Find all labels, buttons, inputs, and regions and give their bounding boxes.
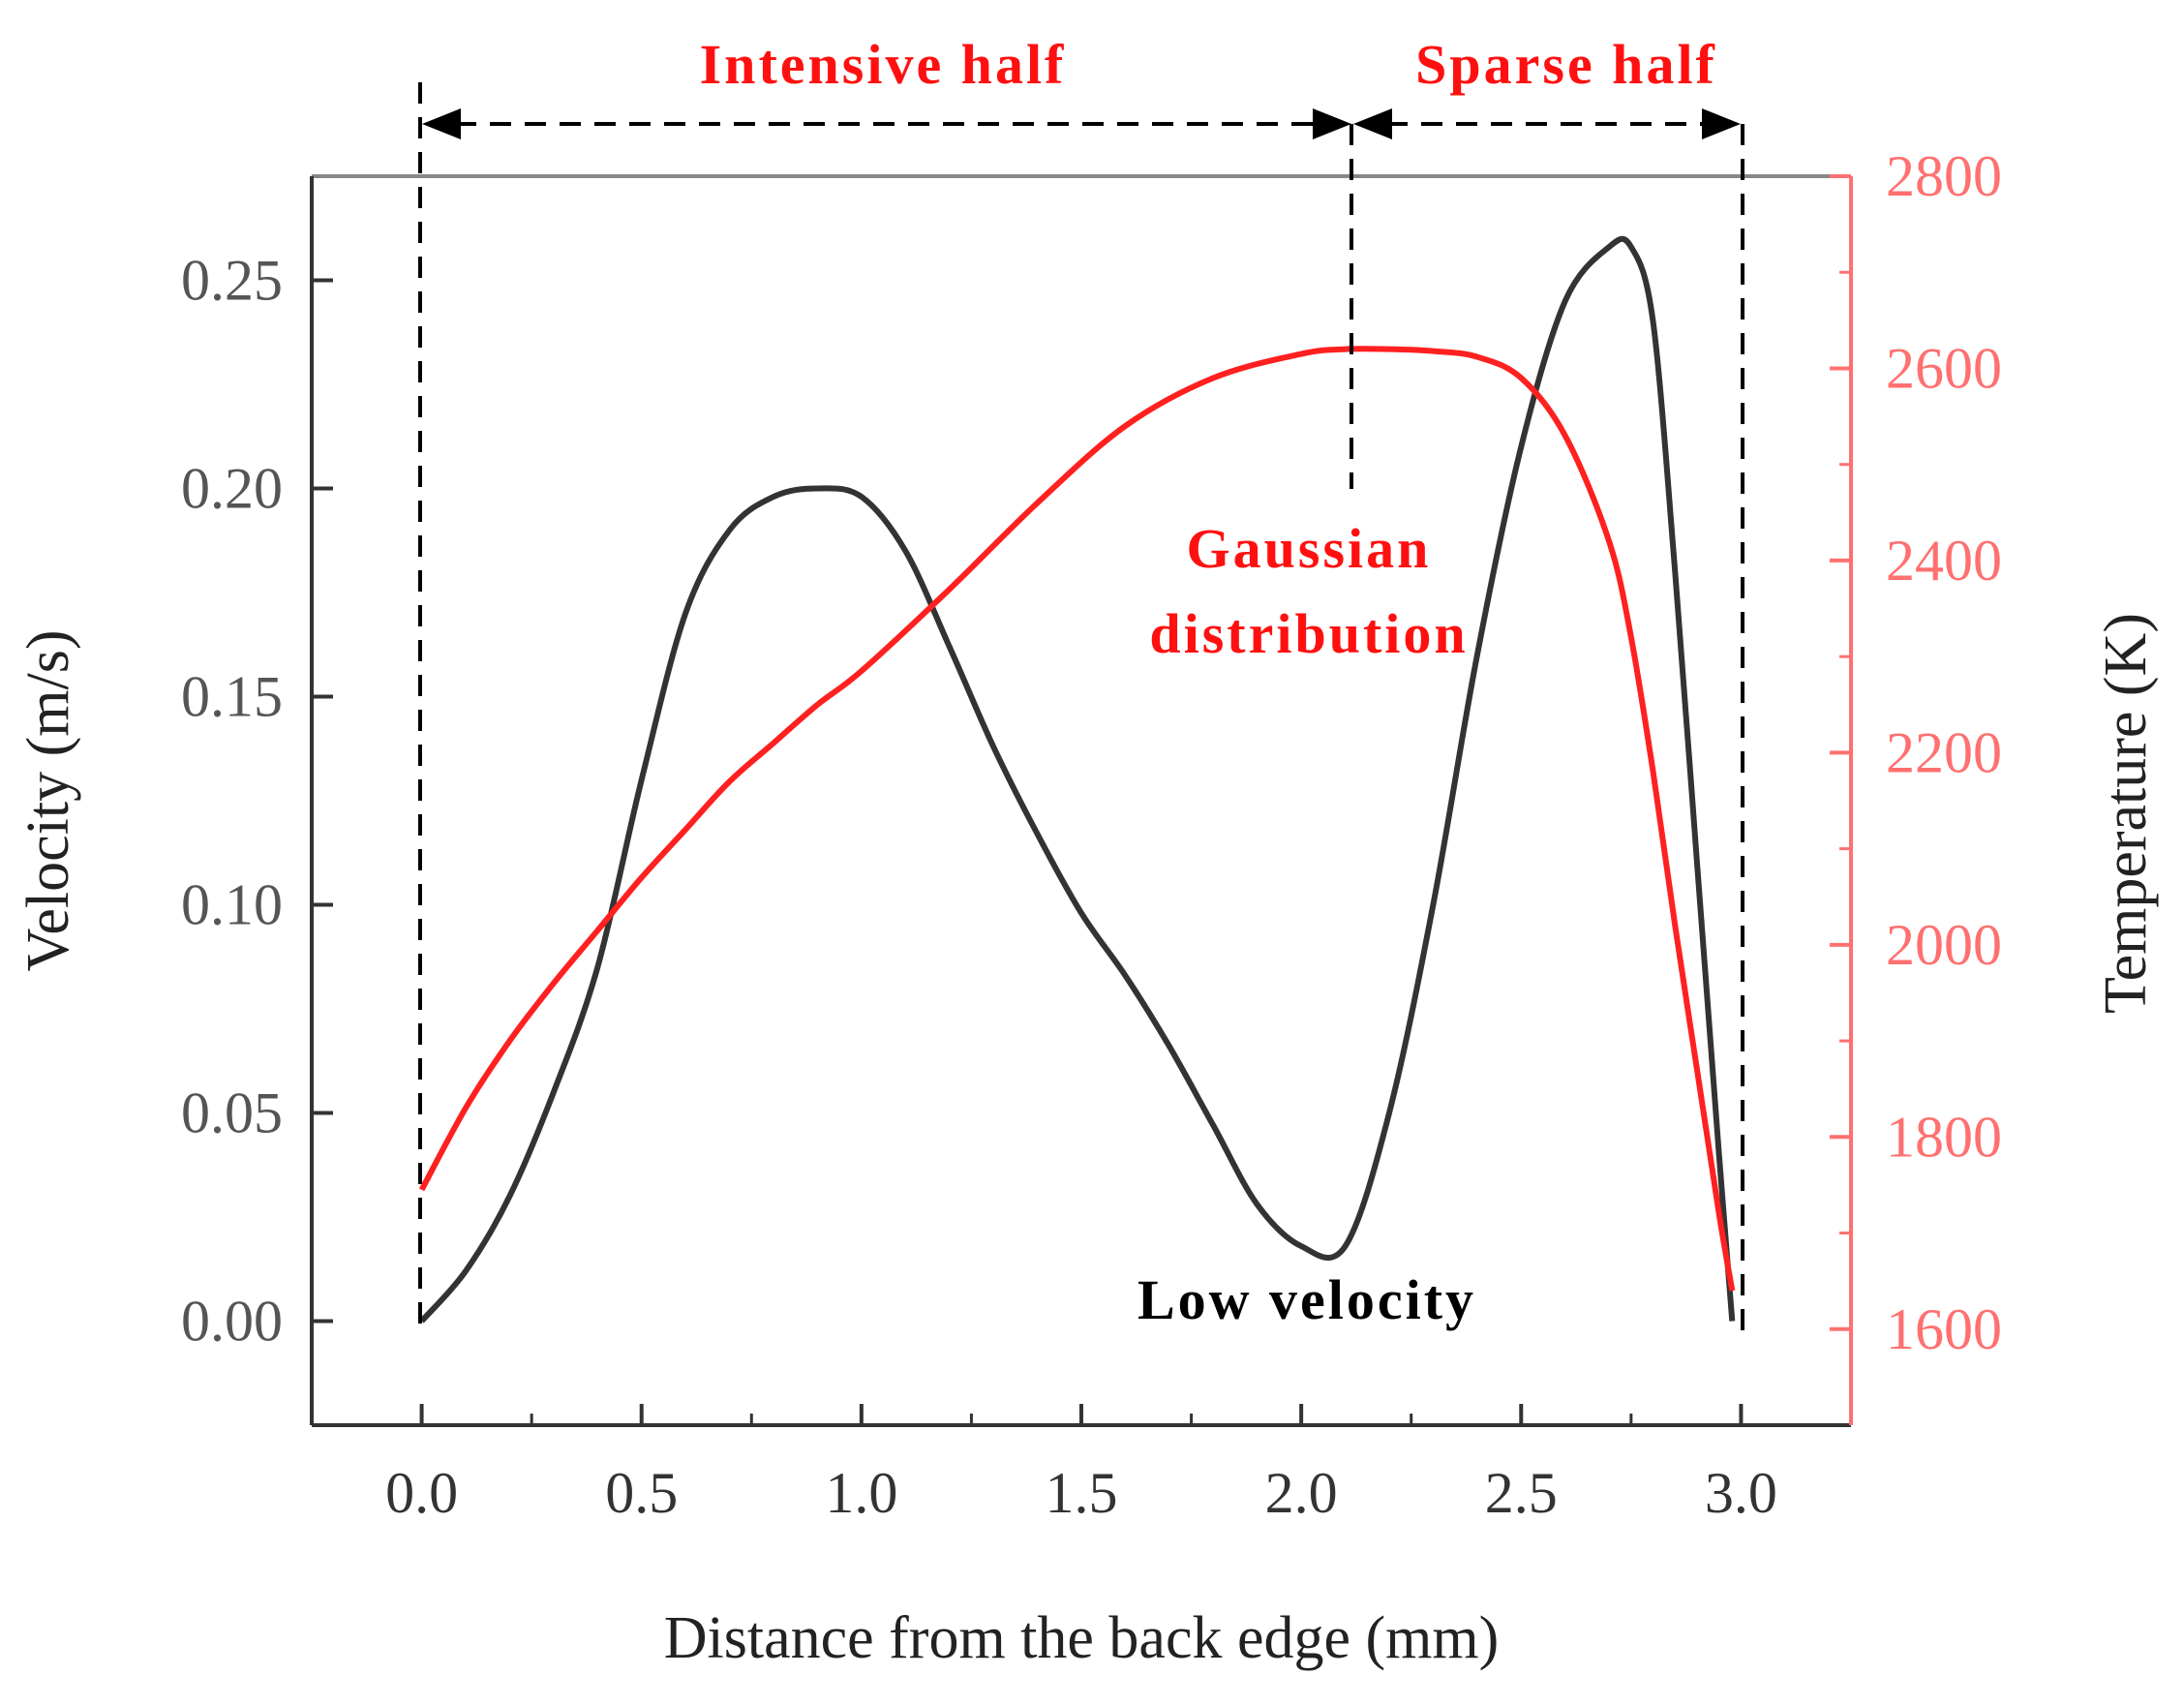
y-right-tick-label: 2800: [1886, 144, 2002, 208]
x-tick-label: 0.5: [605, 1461, 678, 1525]
y-left-tick-label: 0.00: [181, 1290, 283, 1354]
velocity-curve: [419, 235, 1736, 1324]
annotation-gaussian-line1: Gaussian: [1187, 517, 1432, 580]
y-right-tick-label: 2000: [1886, 913, 2002, 977]
annotation-low-velocity: Low velocity: [1138, 1268, 1476, 1331]
y-right-ticks: 1600 1800 2000 2200 2400 2600 2800: [1830, 144, 2002, 1361]
y-left-ticks: 0.00 0.05 0.10 0.15 0.20 0.25: [181, 249, 333, 1354]
x-tick-label: 2.0: [1265, 1461, 1338, 1525]
y-right-tick-label: 1800: [1886, 1105, 2002, 1169]
annotation-intensive-half: Intensive half: [700, 33, 1067, 96]
arrowhead-sparse-right: [1702, 108, 1741, 139]
arrowhead-intensive-right: [1313, 108, 1351, 139]
x-axis-title: Distance from the back edge (mm): [664, 1605, 1500, 1671]
x-tick-label: 2.5: [1485, 1461, 1558, 1525]
y-right-tick-label: 2200: [1886, 720, 2002, 784]
x-tick-label: 0.0: [385, 1461, 458, 1525]
x-tick-label: 1.0: [825, 1461, 897, 1525]
y-left-axis-title: Velocity (m/s): [15, 630, 81, 972]
region-guides: [418, 82, 1744, 1336]
temperature-curve: [418, 346, 1736, 1292]
plot-frame: [310, 174, 1853, 1427]
x-ticks: 0.0 0.5 1.0 1.5 2.0 2.5 3.0: [385, 1404, 1777, 1525]
annotation-gaussian-line2: distribution: [1149, 602, 1468, 665]
annotation-sparse-half: Sparse half: [1415, 33, 1717, 96]
y-right-tick-label: 2600: [1886, 336, 2002, 400]
y-left-tick-label: 0.05: [181, 1081, 283, 1145]
arrowhead-sparse-left: [1353, 108, 1392, 139]
y-right-tick-label: 1600: [1886, 1297, 2002, 1361]
y-left-tick-label: 0.10: [181, 873, 283, 937]
arrowhead-intensive-left: [422, 108, 461, 139]
y-right-tick-label: 2400: [1886, 529, 2002, 593]
y-right-axis-title: Temperature (K): [2093, 613, 2159, 1014]
y-left-tick-label: 0.15: [181, 665, 283, 729]
arrowheads: [422, 108, 1741, 139]
x-tick-label: 1.5: [1046, 1461, 1118, 1525]
y-left-tick-label: 0.25: [181, 249, 283, 313]
y-left-tick-label: 0.20: [181, 457, 283, 521]
x-tick-label: 3.0: [1705, 1461, 1777, 1525]
